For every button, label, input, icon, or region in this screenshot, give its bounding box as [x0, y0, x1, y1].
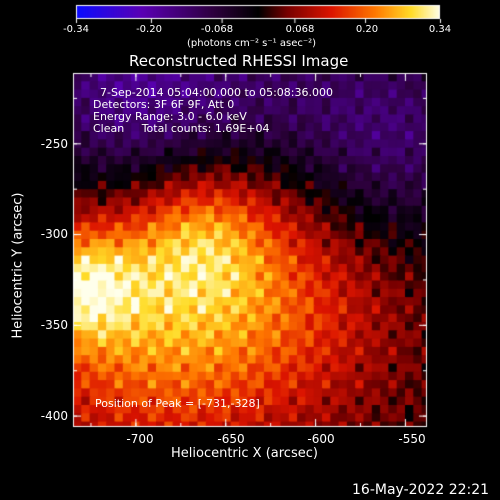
colorbar-tick-label: 0.068	[285, 24, 315, 35]
peak-position-label: Position of Peak = [-731,-328]	[95, 397, 260, 410]
footer-timestamp: 16-May-2022 22:21	[352, 482, 490, 498]
x-tick-label: -550	[398, 432, 426, 446]
annotation-energy-range: Energy Range: 3.0 - 6.0 keV	[93, 110, 247, 123]
colorbar-tick-label: -0.068	[200, 24, 234, 35]
annotation-clean-counts: Clean Total counts: 1.69E+04	[93, 122, 270, 135]
colorbar-tick-label: 0.34	[428, 24, 452, 35]
annotation-time-range: 7-Sep-2014 05:04:00.000 to 05:08:36.000	[100, 86, 333, 99]
colorbar-tick-label: -0.34	[63, 24, 89, 35]
y-tick-label: -350	[40, 318, 68, 332]
x-tick-label: -650	[217, 432, 245, 446]
colorbar-tick-label: 0.20	[355, 24, 379, 35]
y-axis-label: Heliocentric Y (arcsec)	[10, 192, 26, 339]
colorbar-tick-label: -0.20	[136, 24, 162, 35]
annotation-detectors: Detectors: 3F 6F 9F, Att 0	[93, 98, 235, 111]
y-tick-label: -300	[40, 227, 68, 241]
y-tick-label: -400	[40, 409, 68, 423]
chart-title: Reconstructed RHESSI Image	[129, 52, 349, 70]
colorbar-unit-label: (photons cm⁻² s⁻¹ asec⁻²)	[187, 38, 317, 49]
x-tick-label: -700	[126, 432, 154, 446]
y-tick-label: -250	[40, 137, 68, 151]
x-tick-label: -600	[307, 432, 335, 446]
x-axis-label: Heliocentric X (arcsec)	[171, 446, 318, 461]
